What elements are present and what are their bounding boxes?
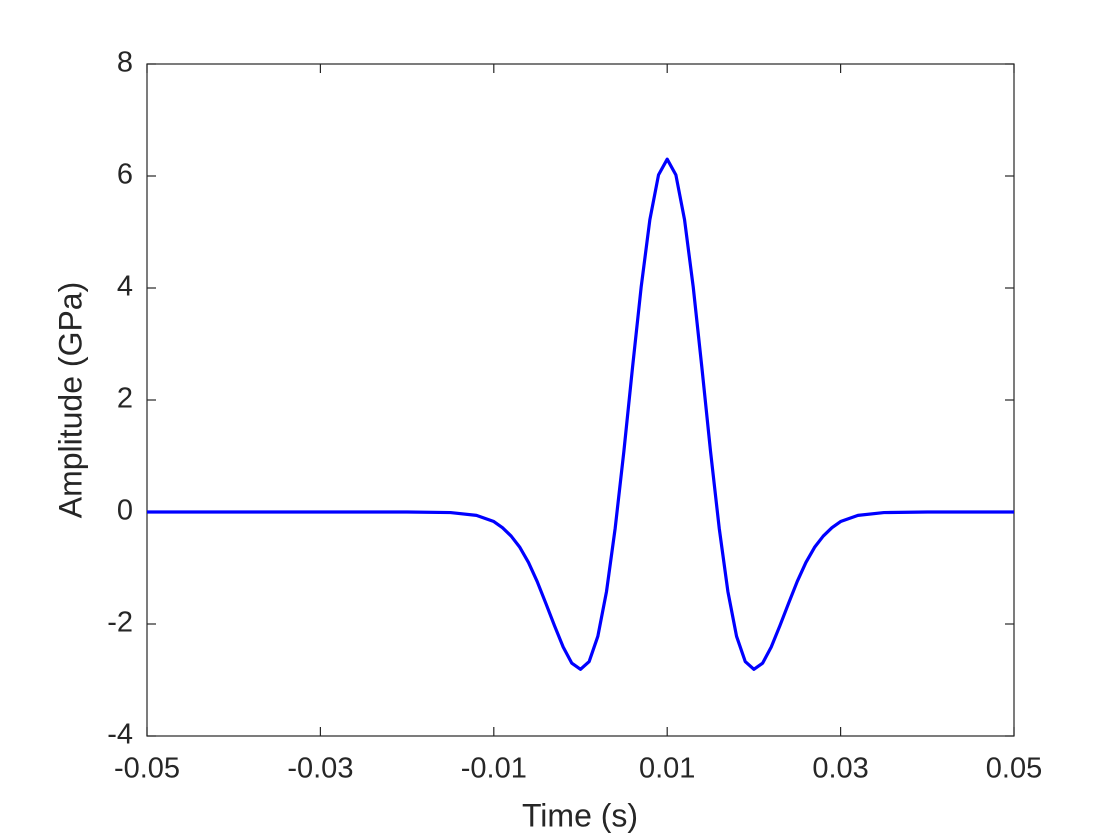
x-tick-label: -0.05 — [114, 753, 180, 785]
x-tick-label: -0.01 — [461, 753, 527, 785]
plot-frame — [146, 63, 1015, 737]
y-axis-label: Amplitude (GPa) — [52, 282, 88, 519]
y-tick-label: -2 — [107, 607, 133, 639]
x-tick-label: 0.05 — [986, 753, 1042, 785]
y-tick-label: -4 — [107, 719, 133, 751]
y-tick-label: 2 — [117, 383, 133, 415]
y-tick-label: 6 — [117, 159, 133, 191]
x-tick-label: 0.01 — [639, 753, 695, 785]
x-tick-label: 0.03 — [812, 753, 868, 785]
data-line — [147, 157, 1014, 671]
y-tick-label: 4 — [117, 271, 133, 303]
y-tick-label: 8 — [117, 47, 133, 79]
y-tick-label: 0 — [117, 495, 133, 527]
x-axis-label: Time (s) — [522, 797, 638, 833]
x-tick-label: -0.03 — [287, 753, 353, 785]
